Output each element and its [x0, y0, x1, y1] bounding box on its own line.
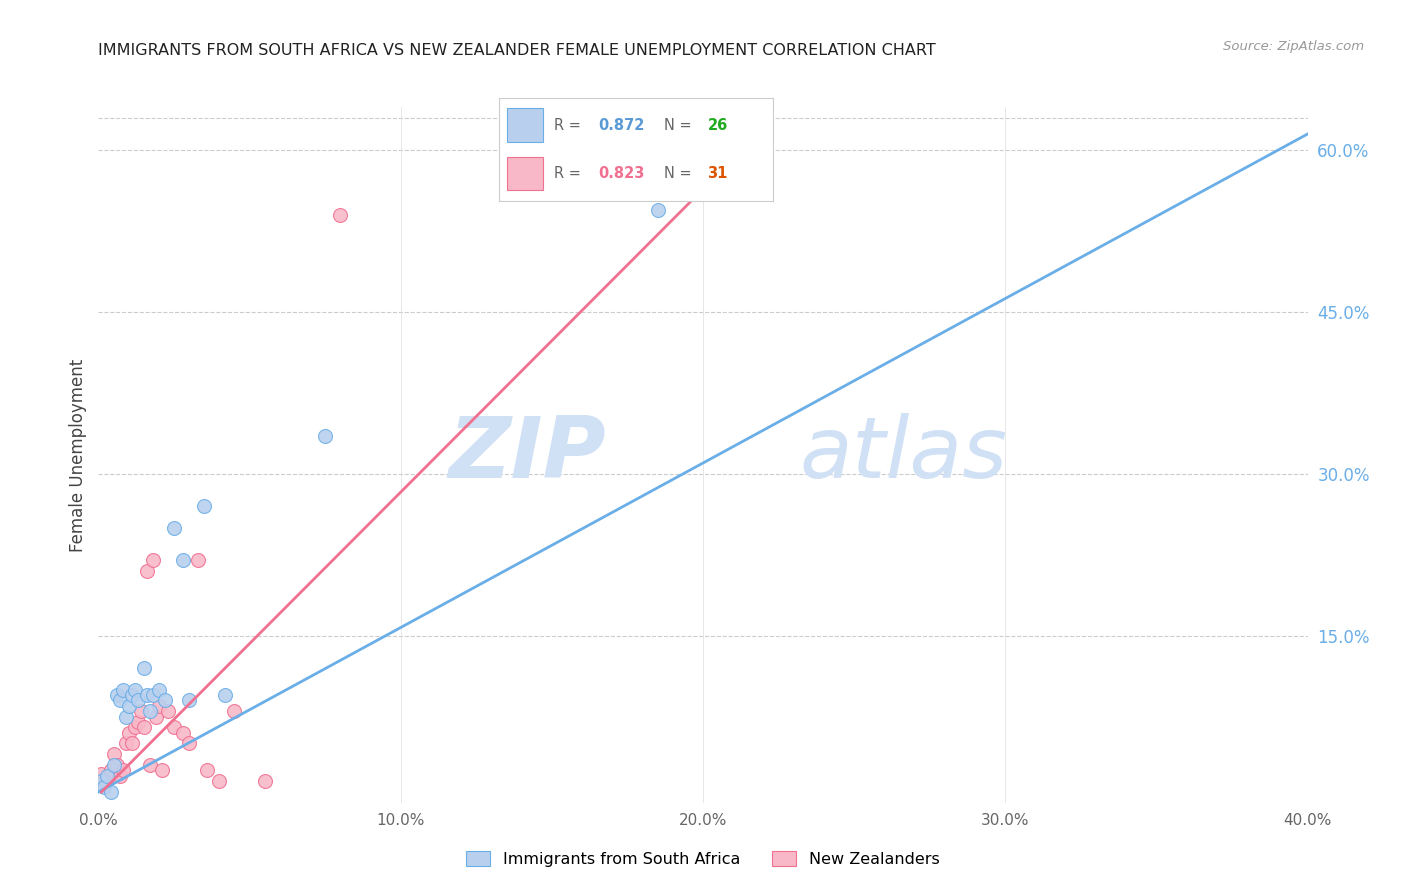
Text: 26: 26 [707, 118, 728, 133]
Point [139, 758, 162, 772]
Text: ZIP: ZIP [449, 413, 606, 497]
Point [195, 764, 218, 778]
Point [647, 202, 669, 217]
Point [150, 764, 173, 778]
Point [96, 771, 118, 785]
Point [96, 769, 118, 783]
Text: atlas: atlas [800, 413, 1008, 497]
Point [111, 682, 134, 697]
Point [142, 688, 165, 702]
Point [108, 693, 131, 707]
Point [187, 553, 209, 567]
Text: 0.823: 0.823 [598, 166, 644, 180]
Point [329, 208, 352, 222]
Point [132, 661, 155, 675]
Point [111, 764, 134, 778]
Point [121, 688, 143, 702]
Bar [508, 108, 543, 142]
Point [127, 714, 149, 729]
Text: 31: 31 [707, 166, 728, 180]
Point [100, 764, 122, 778]
Text: N =: N = [664, 118, 696, 133]
Point [156, 704, 179, 718]
Point [103, 747, 125, 762]
Point [163, 720, 186, 734]
Text: R =: R = [554, 118, 585, 133]
Point [108, 769, 131, 783]
Point [118, 698, 141, 713]
Point [135, 564, 157, 578]
Point [105, 688, 128, 702]
Point [172, 553, 194, 567]
Point [148, 698, 170, 713]
Point [93, 774, 115, 789]
Point [193, 499, 215, 513]
Point [142, 553, 165, 567]
Point [127, 693, 149, 707]
Point [214, 688, 236, 702]
Bar [508, 157, 543, 190]
Point [93, 780, 115, 794]
Point [163, 521, 186, 535]
Point [135, 688, 157, 702]
Point [148, 682, 170, 697]
Point [139, 704, 162, 718]
Point [172, 725, 194, 739]
Point [114, 709, 136, 723]
Point [118, 725, 141, 739]
Point [114, 736, 136, 750]
Text: Source: ZipAtlas.com: Source: ZipAtlas.com [1223, 40, 1364, 54]
Point [132, 720, 155, 734]
Point [145, 709, 167, 723]
Point [253, 774, 276, 789]
Point [153, 693, 176, 707]
Point [179, 736, 201, 750]
Text: IMMIGRANTS FROM SOUTH AFRICA VS NEW ZEALANDER FEMALE UNEMPLOYMENT CORRELATION CH: IMMIGRANTS FROM SOUTH AFRICA VS NEW ZEAL… [98, 43, 936, 58]
Point [124, 720, 146, 734]
Point [224, 704, 246, 718]
Point [314, 429, 336, 443]
Y-axis label: Female Unemployment: Female Unemployment [69, 359, 87, 551]
Point [90, 766, 112, 780]
Text: R =: R = [554, 166, 585, 180]
Point [179, 693, 201, 707]
Point [124, 682, 146, 697]
Text: N =: N = [664, 166, 696, 180]
Point [208, 774, 231, 789]
Point [105, 758, 128, 772]
Point [90, 774, 112, 789]
Text: 0.872: 0.872 [598, 118, 644, 133]
Point [100, 785, 122, 799]
Legend: Immigrants from South Africa, New Zealanders: Immigrants from South Africa, New Zealan… [458, 843, 948, 875]
Point [121, 736, 143, 750]
Point [129, 704, 152, 718]
Point [103, 758, 125, 772]
